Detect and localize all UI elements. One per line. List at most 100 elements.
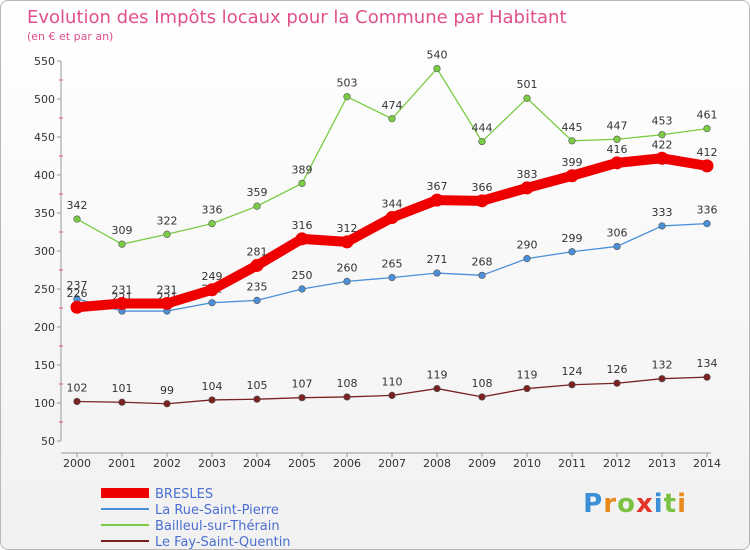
- y-tick-label: 350: [34, 207, 55, 220]
- legend-label: Le Fay-Saint-Quentin: [155, 535, 291, 550]
- data-label: 447: [607, 119, 628, 132]
- data-point: [478, 393, 486, 401]
- logo-letter: x: [635, 489, 654, 519]
- x-tick-label: 2012: [603, 457, 631, 470]
- data-point: [388, 391, 396, 400]
- data-label: 110: [382, 375, 403, 388]
- data-point: [388, 274, 396, 282]
- data-label: 226: [67, 287, 88, 300]
- data-label: 108: [472, 377, 493, 390]
- data-label: 101: [112, 382, 133, 395]
- y-tick-label: 450: [34, 131, 55, 144]
- data-point: [73, 397, 81, 406]
- data-point: [658, 222, 666, 230]
- data-label: 416: [607, 143, 628, 156]
- data-point: [298, 179, 306, 187]
- data-label: 105: [247, 379, 268, 392]
- data-point: [613, 242, 621, 251]
- data-point: [703, 220, 711, 228]
- data-point: [655, 151, 669, 165]
- proxiti-logo: Proxiti: [583, 489, 687, 519]
- x-tick-label: 2000: [63, 457, 91, 470]
- y-tick-label: 400: [34, 169, 55, 182]
- y-tick-label: 50: [41, 435, 55, 448]
- data-label: 422: [652, 138, 673, 151]
- x-tick-label: 2011: [558, 457, 586, 470]
- data-point: [343, 277, 351, 286]
- data-point: [253, 395, 261, 403]
- data-point: [568, 381, 576, 389]
- data-point: [565, 169, 579, 183]
- data-point: [520, 181, 534, 195]
- y-tick-label: 300: [34, 245, 55, 258]
- data-point: [433, 384, 441, 393]
- data-label: 132: [652, 359, 673, 372]
- data-label: 249: [202, 270, 223, 283]
- data-point: [208, 396, 216, 404]
- data-point: [295, 232, 309, 246]
- data-label: 503: [337, 77, 358, 90]
- chart-subtitle: (en € et par an): [27, 30, 113, 43]
- data-label: 265: [382, 258, 403, 271]
- data-point: [523, 384, 531, 393]
- data-point: [613, 379, 621, 387]
- data-label: 99: [160, 384, 174, 397]
- y-tick-label: 550: [34, 55, 55, 68]
- data-label: 399: [562, 156, 583, 169]
- data-point: [205, 283, 219, 297]
- logo-letter: t: [663, 489, 678, 519]
- y-tick-label: 100: [34, 397, 55, 410]
- data-point: [658, 131, 666, 139]
- data-label: 445: [562, 121, 583, 134]
- data-label: 108: [337, 377, 358, 390]
- data-point: [340, 235, 354, 249]
- data-point: [250, 258, 264, 272]
- data-point: [658, 375, 666, 383]
- x-tick-label: 2004: [243, 457, 271, 470]
- data-label: 312: [337, 222, 358, 235]
- data-point: [433, 64, 441, 73]
- data-label: 474: [382, 99, 403, 112]
- data-label: 336: [202, 204, 223, 217]
- data-label: 134: [697, 357, 718, 370]
- data-label: 453: [652, 115, 673, 128]
- data-label: 119: [517, 369, 538, 382]
- data-label: 268: [472, 255, 493, 268]
- y-tick-label: 250: [34, 283, 55, 296]
- data-point: [433, 269, 441, 277]
- x-tick-label: 2006: [333, 457, 361, 470]
- data-point: [568, 248, 576, 256]
- data-label: 359: [247, 186, 268, 199]
- x-tick-label: 2002: [153, 457, 181, 470]
- data-point: [118, 398, 126, 406]
- data-point: [430, 193, 444, 207]
- data-label: 124: [562, 365, 583, 378]
- data-point: [160, 296, 174, 310]
- x-tick-label: 2008: [423, 457, 451, 470]
- y-tick-label: 150: [34, 359, 55, 372]
- data-point: [208, 220, 216, 228]
- data-point: [73, 215, 81, 223]
- data-label: 281: [247, 245, 268, 258]
- y-tick-label: 200: [34, 321, 55, 334]
- data-label: 231: [112, 283, 133, 296]
- x-tick-label: 2003: [198, 457, 226, 470]
- x-tick-label: 2001: [108, 457, 136, 470]
- data-point: [70, 300, 84, 314]
- legend-label: Bailleul-sur-Thérain: [155, 519, 280, 534]
- data-point: [163, 400, 171, 408]
- series-bailleul-sur-th-rain: 342 309 322 336 359 389 503 474 540 444 501 445 447 4…: [67, 49, 718, 248]
- data-label: 231: [157, 283, 178, 296]
- data-point: [253, 296, 261, 305]
- logo-letter: r: [603, 489, 618, 519]
- data-label: 119: [427, 369, 448, 382]
- data-point: [115, 296, 129, 310]
- data-point: [703, 373, 711, 381]
- data-point: [700, 159, 714, 173]
- data-label: 316: [292, 219, 313, 232]
- data-label: 235: [247, 280, 268, 293]
- data-label: 461: [697, 109, 718, 122]
- data-label: 104: [202, 380, 223, 393]
- y-tick-label: 500: [34, 93, 55, 106]
